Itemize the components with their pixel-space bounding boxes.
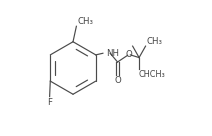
Text: CH₃: CH₃ [146, 37, 162, 46]
Text: F: F [47, 98, 52, 107]
Text: O: O [114, 76, 121, 85]
Text: CHCH₃: CHCH₃ [138, 70, 165, 79]
Text: CH₃: CH₃ [77, 17, 93, 26]
Text: O: O [126, 50, 132, 59]
Text: NH: NH [106, 49, 119, 58]
